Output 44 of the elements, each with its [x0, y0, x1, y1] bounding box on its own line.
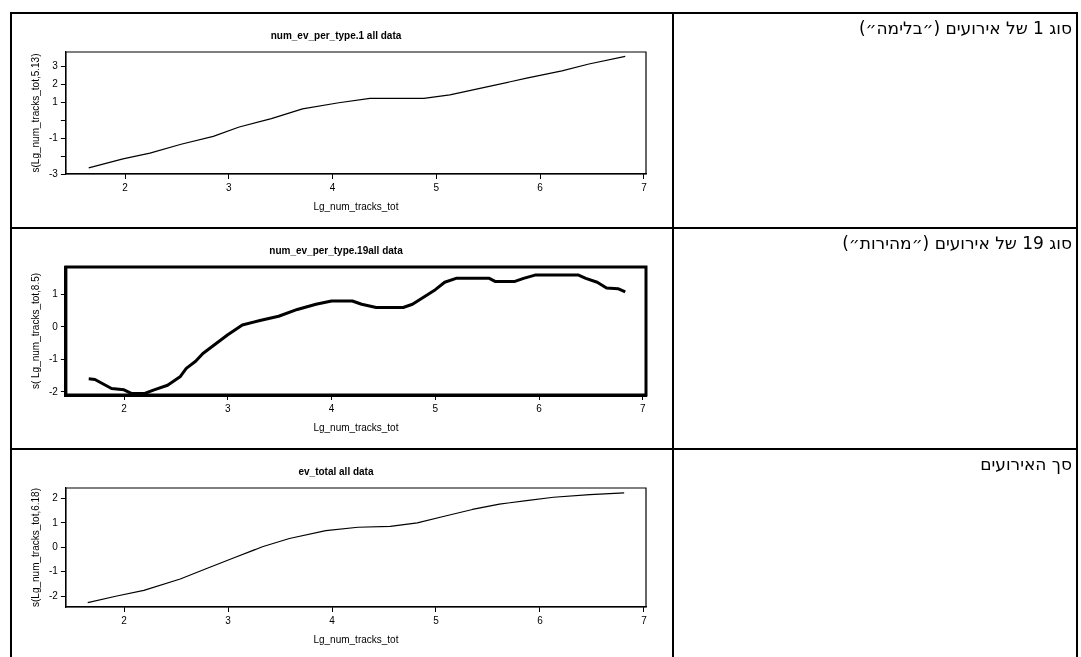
y-tick-label: -2 — [48, 385, 59, 397]
y-tick-label: 2 — [52, 492, 59, 504]
x-tick-label: 2 — [122, 181, 129, 193]
chart-title: ev_total all data — [298, 465, 374, 477]
x-tick-label: 3 — [226, 181, 233, 193]
text: סוג 1 של אירועים (״בלימה״) — [857, 18, 1072, 38]
chart-title: num_ev_per_type.1 all data — [270, 29, 402, 41]
y-tick-label: 0 — [52, 320, 59, 332]
y-tick-label: -2 — [48, 589, 59, 601]
x-tick-label: 4 — [328, 402, 335, 414]
x-tick-label: 7 — [640, 402, 647, 414]
x-tick-label: 4 — [329, 181, 336, 193]
y-axis-title: s( Lg_num_tracks_tot,8.5) — [29, 272, 41, 390]
chart-title: num_ev_per_type.19all data — [269, 244, 404, 256]
x-tick-label: 5 — [433, 181, 440, 193]
y-tick-label: 2 — [52, 78, 59, 90]
x-axis-title: Lg_num_tracks_tot — [313, 633, 399, 645]
text: סוג 19 של אירועים (״מהירות״) — [841, 233, 1072, 253]
x-tick-label: 4 — [329, 614, 336, 626]
x-tick-label: 2 — [121, 402, 128, 414]
x-tick-label: 5 — [432, 402, 439, 414]
x-tick-label: 6 — [537, 181, 544, 193]
y-axis-title: s(Lg_num_tracks_tot,6.18) — [29, 488, 41, 607]
y-tick-label: -3 — [48, 167, 59, 179]
text: סך האירועים — [979, 454, 1072, 474]
y-tick-label: 1 — [52, 95, 59, 107]
y-axis-title: s(Lg_num_tracks_tot,5.13) — [29, 53, 41, 173]
x-tick-label: 6 — [536, 402, 543, 414]
y-tick-label: 0 — [52, 541, 59, 553]
x-tick-label: 5 — [433, 614, 440, 626]
y-tick-label: 1 — [52, 288, 59, 300]
x-axis-title: Lg_num_tracks_tot — [313, 421, 399, 433]
x-tick-label: 6 — [537, 614, 544, 626]
x-tick-label: 7 — [641, 614, 648, 626]
y-tick-label: -1 — [48, 131, 59, 143]
x-tick-label: 7 — [641, 181, 648, 193]
x-tick-label: 2 — [121, 614, 128, 626]
x-tick-label: 3 — [225, 614, 232, 626]
y-tick-label: -1 — [48, 353, 59, 365]
x-tick-label: 3 — [225, 402, 231, 414]
y-tick-label: 1 — [52, 516, 59, 528]
y-tick-label: -1 — [48, 565, 59, 577]
x-axis-title: Lg_num_tracks_tot — [313, 200, 399, 212]
y-tick-label: 3 — [52, 60, 59, 72]
